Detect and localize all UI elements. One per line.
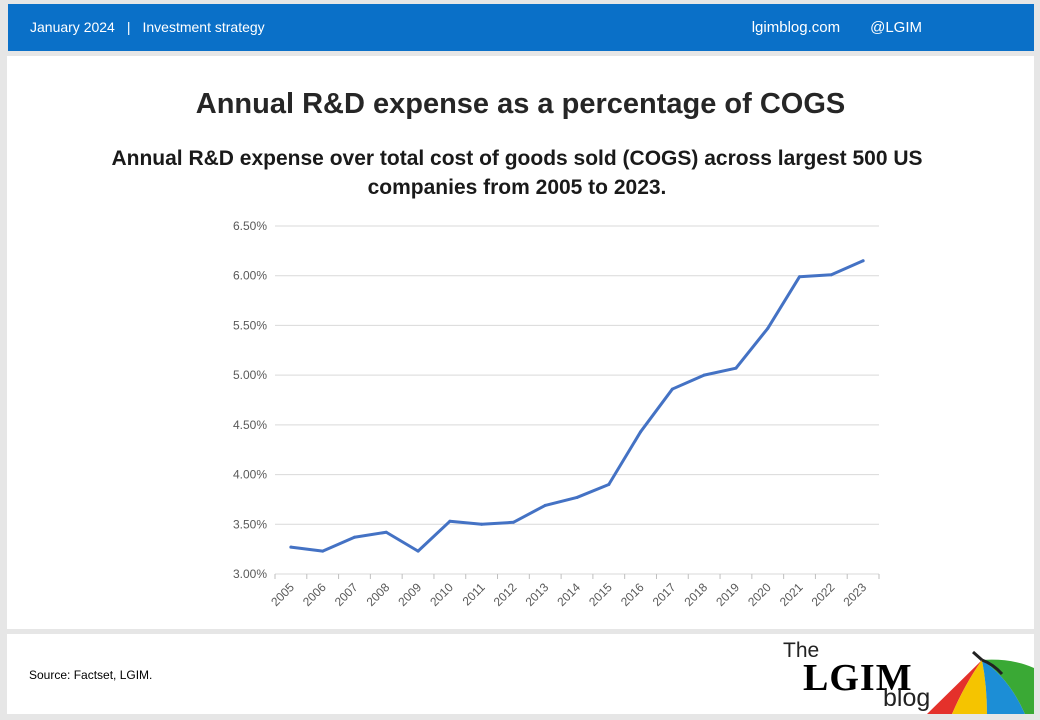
x-tick-label: 2017 <box>650 580 679 609</box>
data-point <box>798 275 802 279</box>
x-tick-label: 2019 <box>713 580 742 609</box>
data-point <box>416 549 420 553</box>
x-tick-label: 2022 <box>809 580 838 609</box>
x-tick-label: 2020 <box>745 580 774 609</box>
chart-subtitle: Annual R&D expense over total cost of go… <box>111 147 923 199</box>
data-point <box>861 259 865 263</box>
data-point <box>384 530 388 534</box>
header-right: lgimblog.com @LGIM <box>752 19 922 36</box>
data-point <box>639 430 643 434</box>
data-point <box>543 503 547 507</box>
data-point <box>670 387 674 391</box>
data-point <box>448 519 452 523</box>
footer-bar: Source: Factset, LGIM. The LGIM blog <box>7 634 1034 714</box>
logo-the: The <box>783 639 820 662</box>
chart-panel: Annual R&D expense as a percentage of CO… <box>7 56 1034 629</box>
data-point <box>352 535 356 539</box>
y-tick-label: 6.50% <box>233 219 267 233</box>
header-bar: January 2024 | Investment strategy lgimblo… <box>8 4 1034 51</box>
x-tick-label: 2012 <box>491 580 520 609</box>
header-separator: | <box>126 19 131 35</box>
line-chart: 3.00% 3.50% 4.00% 4.50% 5.00% 5.50% 6.00% 6.50%… <box>233 219 880 609</box>
y-tick-label: 3.00% <box>233 567 267 581</box>
data-point <box>607 483 611 487</box>
header-category: Investment strategy <box>142 19 265 35</box>
umbrella-icon <box>927 650 1034 714</box>
data-point <box>480 522 484 526</box>
x-tick-label: 2009 <box>395 580 424 609</box>
data-point <box>702 373 706 377</box>
series-line <box>289 259 865 553</box>
y-tick-label: 6.00% <box>233 269 267 283</box>
x-tick-label: 2013 <box>523 580 552 609</box>
logo-lgim: LGIM <box>803 657 913 699</box>
data-point <box>289 545 293 549</box>
data-point <box>766 326 770 330</box>
data-point <box>829 273 833 277</box>
x-tick-label: 2018 <box>681 580 710 609</box>
x-tick-label: 2007 <box>332 580 361 609</box>
header-left: January 2024 | Investment strategy <box>30 19 265 35</box>
x-tick-label: 2005 <box>268 580 297 609</box>
data-point <box>575 495 579 499</box>
lgim-blog-logo: The LGIM blog <box>777 634 1034 714</box>
x-tick-label: 2015 <box>586 580 615 609</box>
logo-blog: blog <box>883 684 931 712</box>
chart-title: Annual R&D expense as a percentage of CO… <box>195 88 846 120</box>
data-point <box>321 549 325 553</box>
x-tick-label: 2023 <box>840 580 869 609</box>
header-date: January 2024 <box>30 19 115 35</box>
x-tick-label: 2014 <box>554 580 583 609</box>
x-tick-label: 2006 <box>300 580 329 609</box>
x-tick-label: 2021 <box>777 580 806 609</box>
y-tick-label: 3.50% <box>233 517 267 531</box>
header-site-link[interactable]: lgimblog.com <box>751 19 841 36</box>
x-tick-label: 2011 <box>460 580 488 608</box>
header-handle-link[interactable]: @LGIM <box>870 19 922 36</box>
x-tick-label: 2008 <box>364 580 393 609</box>
y-tick-label: 5.00% <box>233 368 267 382</box>
data-point <box>511 520 515 524</box>
source-note: Source: Factset, LGIM. <box>29 668 153 682</box>
x-tick-label: 2010 <box>427 580 456 609</box>
x-tick-label: 2016 <box>618 580 647 609</box>
y-tick-label: 4.00% <box>233 468 267 482</box>
y-tick-label: 4.50% <box>233 418 267 432</box>
data-point <box>734 366 738 370</box>
y-tick-label: 5.50% <box>233 318 267 332</box>
